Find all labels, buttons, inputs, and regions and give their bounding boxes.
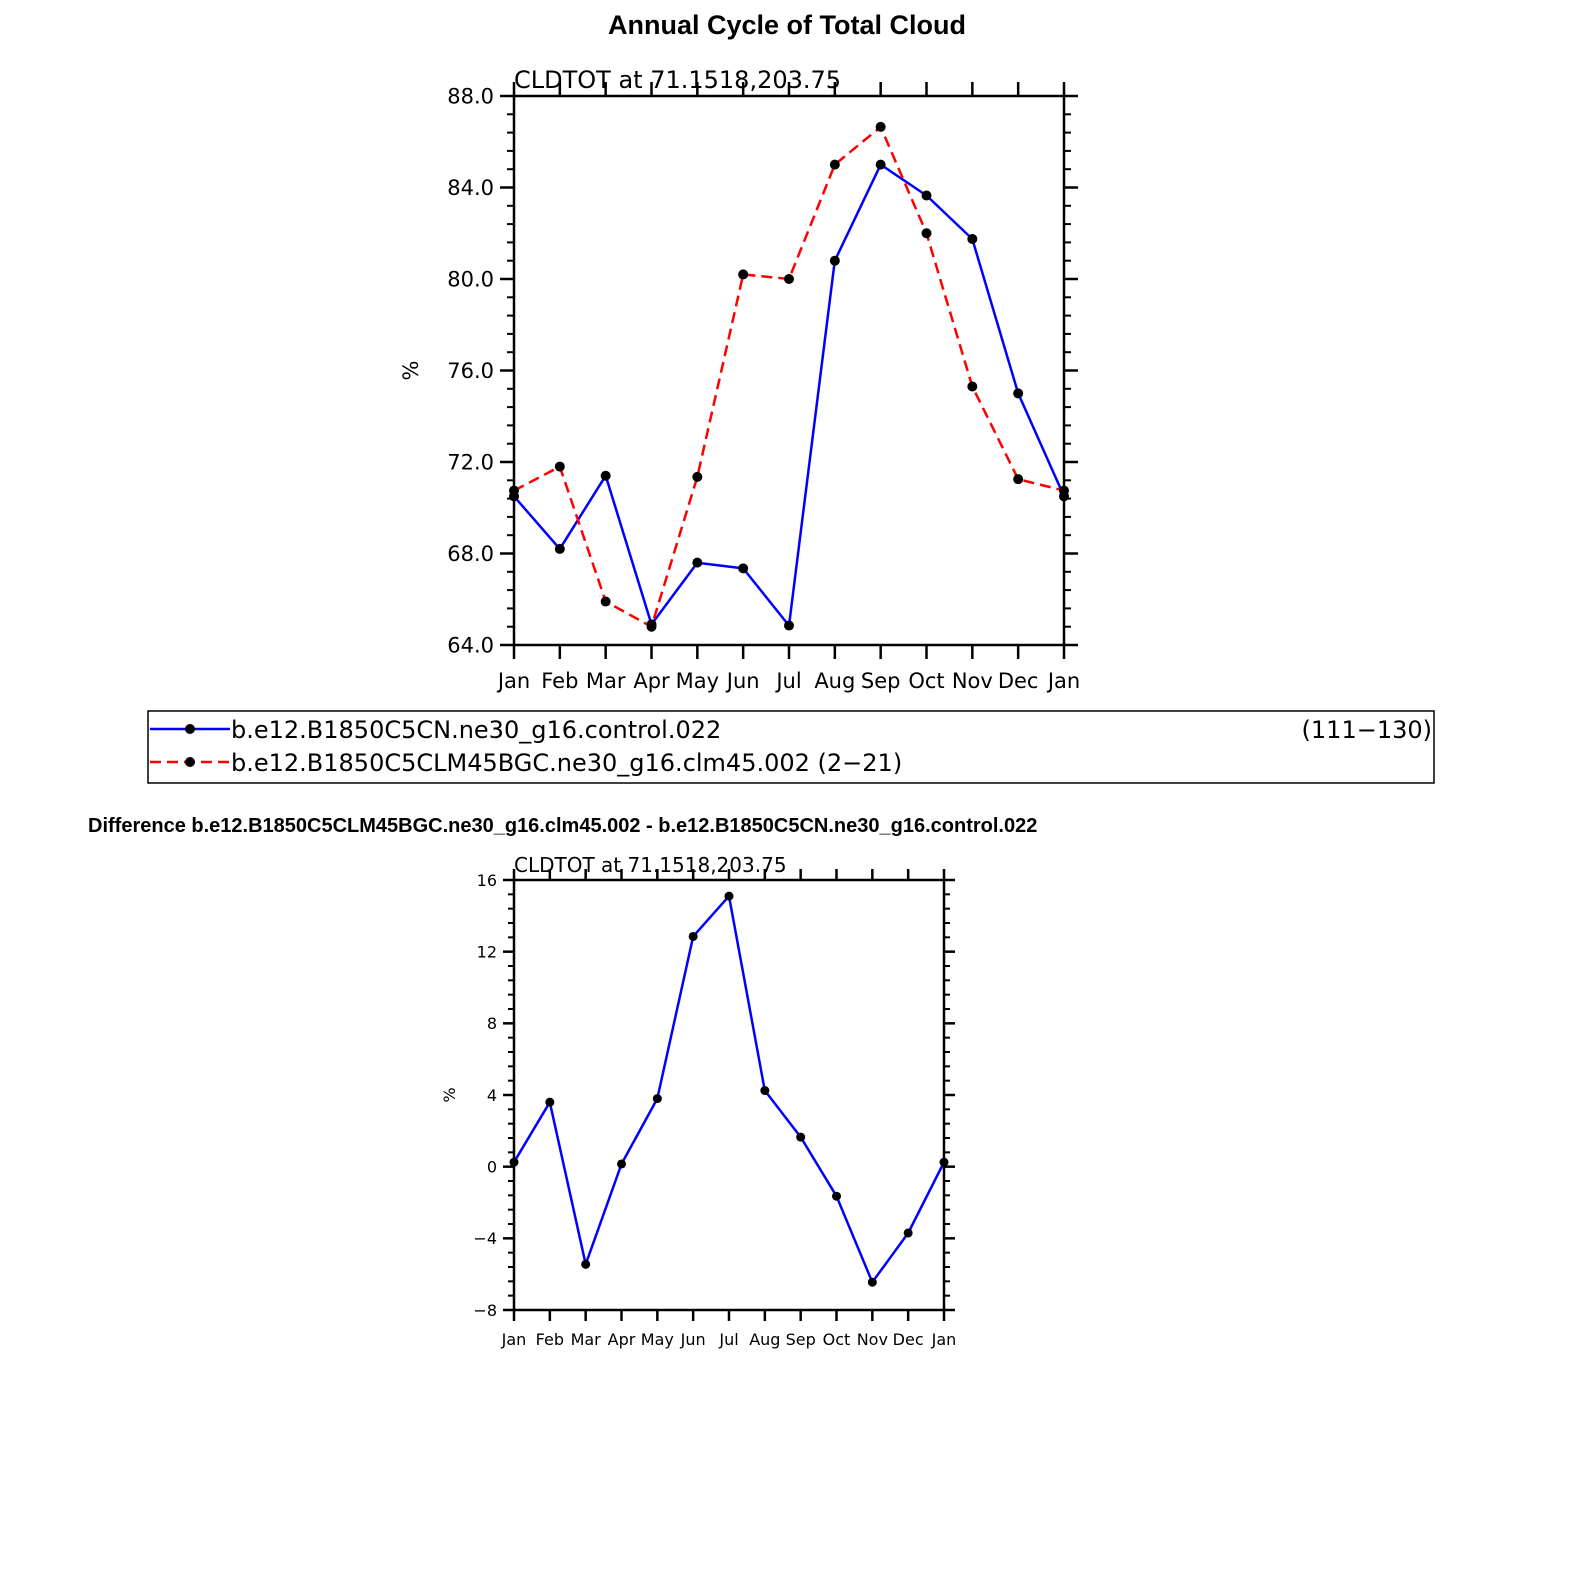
y-tick-label: 16 (477, 871, 497, 890)
y-axis-label: % (399, 361, 423, 381)
series-line-1 (513, 125, 1065, 628)
data-point-0 (724, 891, 734, 901)
data-point-0 (692, 557, 703, 568)
y-tick-label: 8 (487, 1014, 497, 1033)
data-point-0 (921, 190, 932, 201)
y-tick-label: −4 (473, 1229, 497, 1248)
x-tick-label: Aug (814, 669, 855, 693)
x-tick-label: Jan (1046, 669, 1080, 693)
data-point-0 (760, 1086, 770, 1096)
x-tick-label: Aug (749, 1330, 780, 1349)
y-tick-label: 80.0 (447, 268, 494, 292)
y-tick-label: −8 (473, 1301, 497, 1320)
x-tick-label: Apr (633, 669, 670, 693)
x-tick-label: Apr (608, 1330, 636, 1349)
y-axis-label: % (440, 1087, 459, 1102)
data-point-0 (688, 931, 698, 941)
data-point-1 (509, 485, 519, 496)
y-tick-label: 12 (477, 942, 497, 961)
data-point-1 (738, 269, 749, 280)
data-point-0 (509, 1157, 519, 1167)
plot-frame (512, 878, 946, 1312)
y-tick-label: 64.0 (447, 634, 494, 658)
data-point-0 (738, 563, 749, 574)
x-tick-label: Nov (952, 669, 993, 693)
x-tick-label: Sep (861, 669, 901, 693)
data-point-0 (867, 1277, 877, 1287)
series-line-0 (513, 163, 1066, 627)
data-point-0 (967, 233, 978, 244)
y-tick-label: 4 (487, 1086, 497, 1105)
data-point-0 (784, 620, 794, 631)
legend-years-control: (111−130) (1302, 716, 1432, 744)
x-tick-label: Jan (496, 669, 530, 693)
legend-label-control: b.e12.B1850C5CN.ne30_g16.control.022 (231, 716, 721, 744)
difference-title: Difference b.e12.B1850C5CLM45BGC.ne30_g1… (88, 815, 1037, 837)
data-point-0 (652, 1094, 662, 1104)
data-point-1 (1059, 485, 1069, 496)
x-tick-label: Mar (586, 669, 626, 693)
data-point-0 (1013, 388, 1024, 399)
chart-subtitle: CLDTOT at 71.1518,203.75 (514, 853, 787, 877)
data-point-0 (903, 1228, 913, 1238)
legend-box (147, 710, 1435, 784)
data-point-0 (832, 1191, 841, 1201)
x-tick-label: Jun (725, 669, 760, 693)
data-point-0 (554, 543, 565, 554)
data-point-1 (1013, 474, 1024, 485)
data-point-0 (939, 1157, 949, 1167)
y-tick-label: 68.0 (447, 542, 494, 566)
y-tick-label: 84.0 (447, 176, 494, 200)
data-point-1 (784, 274, 794, 284)
x-tick-label: Jul (774, 669, 801, 693)
legend-marker-clm45 (185, 757, 195, 767)
x-tick-label: Jul (718, 1330, 738, 1349)
data-point-1 (921, 228, 932, 239)
x-tick-label: Feb (536, 1330, 564, 1349)
chart-subtitle: CLDTOT at 71.1518,203.75 (514, 66, 841, 94)
annual-cycle-chart: CLDTOT at 71.1518,203.75 64.0 68.0 72.0 76.0… (399, 66, 1080, 693)
y-tick-label: 0 (487, 1157, 497, 1176)
y-tick-label: 72.0 (447, 451, 494, 475)
x-tick-label: May (676, 669, 719, 693)
data-point-1 (875, 121, 886, 132)
data-point-0 (875, 159, 886, 170)
x-tick-label: Dec (893, 1330, 924, 1349)
data-point-0 (829, 255, 840, 266)
data-point-1 (692, 471, 703, 482)
legend-marker-control (185, 724, 195, 734)
data-point-1 (829, 159, 840, 170)
data-point-1 (554, 461, 565, 472)
x-tick-label: Sep (786, 1330, 816, 1349)
y-tick-label: 88.0 (447, 85, 494, 109)
legend: b.e12.B1850C5CN.ne30_g16.control.022 (11… (147, 710, 1435, 784)
data-point-1 (967, 381, 978, 392)
x-tick-label: Jan (501, 1330, 527, 1349)
x-tick-label: May (641, 1330, 674, 1349)
x-tick-label: Jan (931, 1330, 957, 1349)
plot-frame (512, 94, 1066, 647)
x-tick-label: Nov (857, 1330, 888, 1349)
data-point-1 (600, 596, 611, 607)
data-point-0 (600, 470, 611, 481)
data-point-0 (617, 1159, 626, 1169)
x-tick-label: Oct (823, 1330, 851, 1349)
y-tick-label: 76.0 (447, 359, 494, 383)
difference-chart: CLDTOT at 71.1518,203.75 −8 −4 0 4 8 12 16 Jan Fe… (440, 853, 956, 1349)
x-tick-label: Mar (571, 1330, 602, 1349)
x-tick-label: Jun (680, 1330, 706, 1349)
legend-label-clm45: b.e12.B1850C5CLM45BGC.ne30_g16.clm45.002… (231, 749, 902, 777)
data-point-0 (545, 1097, 555, 1107)
data-point-0 (796, 1132, 806, 1142)
data-point-0 (581, 1259, 591, 1269)
x-tick-label: Oct (908, 669, 944, 693)
data-point-1 (646, 621, 657, 632)
x-tick-label: Feb (541, 669, 578, 693)
series-line-0 (512, 894, 946, 1284)
figure-title: Annual Cycle of Total Cloud (608, 10, 966, 40)
x-tick-label: Dec (998, 669, 1039, 693)
